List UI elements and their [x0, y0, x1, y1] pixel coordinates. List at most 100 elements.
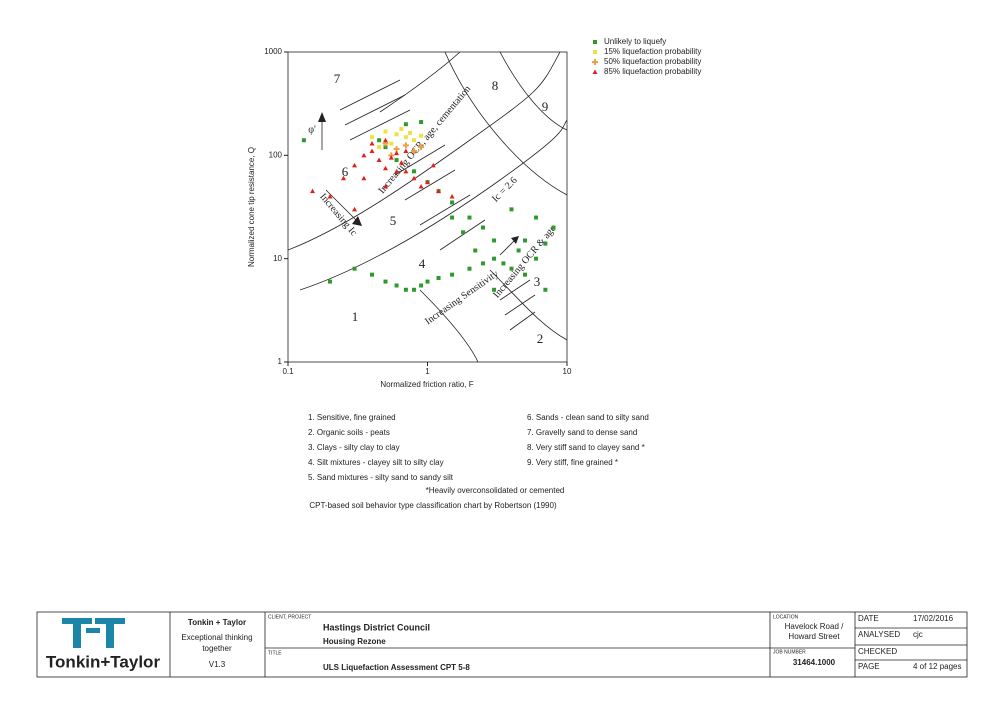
point — [410, 148, 417, 155]
point — [543, 241, 548, 246]
point — [593, 40, 597, 44]
title-block-text: PAGE — [858, 662, 880, 671]
zone-label: 9 — [542, 99, 549, 114]
point — [592, 59, 598, 65]
legend-note: 1. Sensitive, fine grained — [308, 413, 396, 422]
zone-label: 2 — [537, 331, 544, 346]
point — [411, 169, 416, 174]
point — [361, 152, 367, 158]
point — [383, 165, 389, 171]
title-block — [36, 611, 968, 678]
point — [394, 158, 399, 163]
point — [593, 50, 597, 54]
point — [534, 215, 539, 220]
point — [403, 168, 409, 174]
title-block-text: ULS Liquefaction Assessment CPT 5-8 — [323, 663, 470, 672]
point — [411, 287, 416, 292]
title-block-text: CHECKED — [858, 647, 897, 656]
point — [301, 138, 306, 143]
title-block-text: ANALYSED — [858, 630, 900, 639]
points — [301, 120, 556, 292]
y-tick-label: 100 — [269, 150, 283, 159]
x-tick-label: 1 — [425, 367, 430, 376]
zone-label: 5 — [390, 213, 397, 228]
point — [523, 272, 528, 277]
zone-label: 8 — [492, 78, 499, 93]
title-block-text: LOCATION — [773, 614, 799, 620]
legend-note: 2. Organic soils - peats — [308, 428, 390, 437]
point — [369, 148, 375, 154]
annotation: Increasing OCR, age, cementation — [376, 84, 473, 196]
arrow-head — [352, 216, 362, 226]
point — [369, 135, 374, 140]
annotation: Increasing OCR & age — [491, 223, 559, 300]
x-tick-label: 10 — [563, 367, 572, 376]
title-block-text: Tonkin+Taylor — [46, 652, 161, 671]
title-block-text: Havelock Road / — [785, 622, 844, 631]
title-block-text: 4 of 12 pages — [913, 662, 961, 671]
title-block-text: Hastings District Council — [323, 622, 430, 632]
point — [377, 138, 382, 143]
point — [382, 140, 389, 147]
point — [377, 145, 382, 150]
title-block-text: Exceptional thinking — [181, 633, 252, 642]
legend-label: Unlikely to liquefy — [604, 37, 666, 46]
x-axis-title: Normalized friction ratio, F — [380, 380, 473, 389]
point — [403, 122, 408, 127]
title-block-text: 17/02/2016 — [913, 614, 954, 623]
title-block-text: 31464.1000 — [793, 658, 836, 667]
legend-note: 4. Silt mixtures - clayey silt to silty … — [308, 458, 444, 467]
point — [473, 248, 478, 253]
point — [389, 141, 394, 146]
legend-note: 3. Clays - silty clay to clay — [308, 443, 400, 452]
zone-label: 7 — [334, 71, 341, 86]
title-block-text: CLIENT, PROJECT — [268, 614, 311, 620]
point — [383, 183, 389, 189]
title-block-text: Howard Street — [788, 632, 840, 641]
point — [523, 238, 528, 243]
legend-note: 7. Gravelly sand to dense sand — [527, 428, 637, 437]
legend-label: 15% liquefaction probability — [604, 47, 701, 56]
point — [467, 266, 472, 271]
point — [543, 287, 548, 292]
point — [393, 146, 400, 153]
point — [592, 69, 598, 74]
point — [383, 137, 389, 143]
point — [419, 283, 424, 288]
legend-label: 50% liquefaction probability — [604, 57, 701, 66]
point — [388, 155, 394, 160]
point — [403, 287, 408, 292]
point — [509, 266, 514, 271]
point — [383, 279, 388, 284]
title-block-text: together — [202, 644, 232, 653]
point — [450, 200, 455, 205]
title-block-text: V1.3 — [209, 660, 226, 669]
title-block-text: JOB NUMBER — [773, 649, 806, 655]
point — [408, 130, 413, 135]
point — [327, 193, 333, 199]
point — [481, 225, 486, 230]
point — [492, 256, 497, 261]
point — [461, 230, 466, 235]
legend-note: 9. Very stiff, fine grained * — [527, 458, 618, 467]
point — [383, 129, 388, 134]
point — [369, 141, 375, 146]
point — [425, 179, 430, 185]
point — [516, 248, 521, 253]
point — [411, 138, 416, 143]
title-block-text: TITLE — [268, 650, 282, 656]
point — [449, 193, 455, 199]
title-block-text: Housing Rezone — [323, 637, 386, 646]
legend-note: 6. Sands - clean sand to silty sand — [527, 413, 649, 422]
point — [394, 132, 399, 137]
arrow-head — [511, 236, 519, 244]
point — [327, 279, 332, 284]
y-tick-label: 10 — [273, 254, 282, 263]
point — [551, 225, 556, 230]
point — [341, 175, 347, 181]
point — [418, 183, 424, 189]
x-tick-label: 0.1 — [282, 367, 294, 376]
point — [352, 206, 358, 212]
point — [492, 238, 497, 243]
